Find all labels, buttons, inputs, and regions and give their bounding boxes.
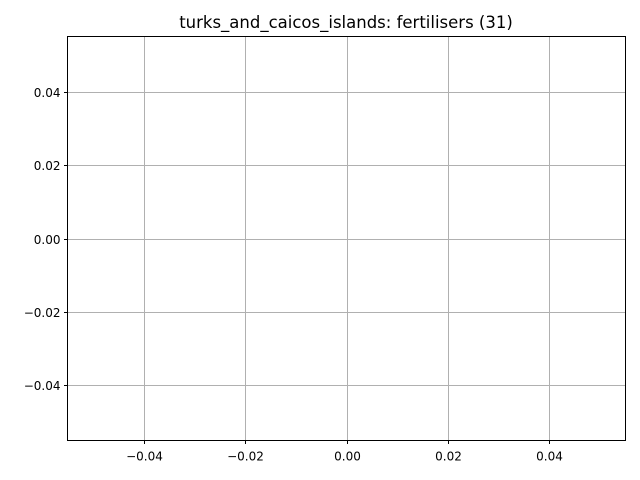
x-grid (144, 36, 550, 441)
y-tick-label: 0.04 (34, 86, 61, 100)
x-tick-label: 0.00 (334, 450, 361, 464)
x-tick-label: 0.02 (435, 450, 462, 464)
y-tick-label: 0.02 (34, 159, 61, 173)
x-tick-label: −0.02 (227, 450, 264, 464)
y-grid (67, 92, 626, 386)
x-tick-label: −0.04 (126, 450, 163, 464)
y-axis: −0.04 −0.02 0.00 0.02 0.04 (24, 86, 68, 393)
plot-frame (67, 36, 626, 441)
x-tick-label: 0.04 (536, 450, 563, 464)
y-tick-label: 0.00 (34, 233, 61, 247)
x-axis: −0.04 −0.02 0.00 0.02 0.04 (126, 440, 563, 464)
y-tick-label: −0.02 (24, 306, 61, 320)
y-tick-label: −0.04 (24, 379, 61, 393)
chart-title: turks_and_caicos_islands: fertilisers (3… (179, 13, 513, 33)
